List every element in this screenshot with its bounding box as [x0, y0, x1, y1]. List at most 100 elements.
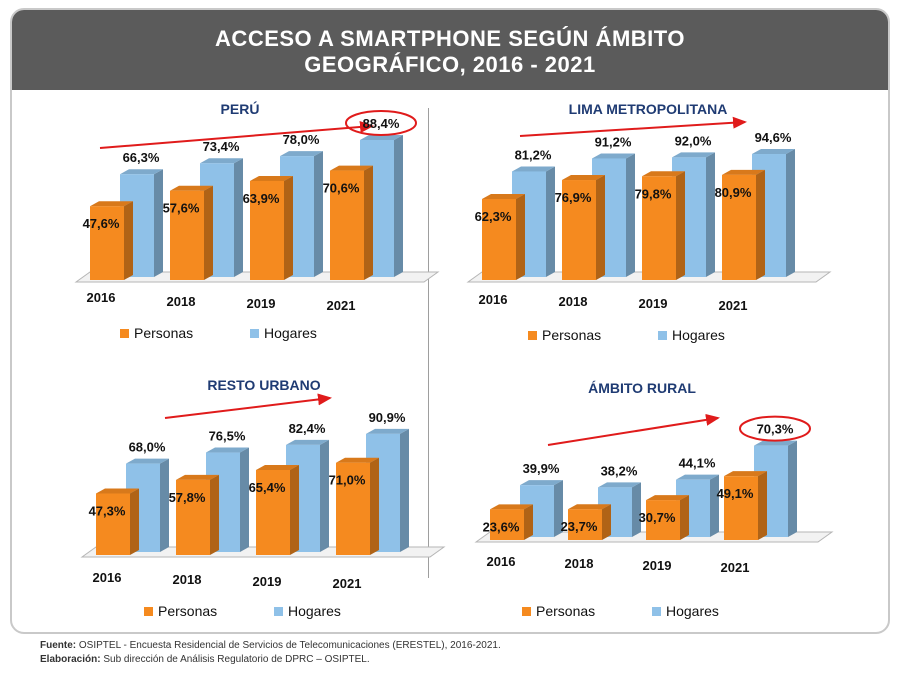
bar-personas-3-2 [646, 500, 680, 540]
label-hogares-0-0: 66,3% [123, 150, 160, 165]
bar-hogares-3-1-top [598, 482, 641, 488]
category-label-2-3: 2021 [333, 576, 362, 591]
category-label-2-2: 2019 [253, 574, 282, 589]
legend-swatch-hogares-2 [274, 607, 283, 616]
chart-title-2: RESTO URBANO [207, 377, 320, 393]
footer-source-label: Fuente: [40, 640, 77, 651]
legend-swatch-personas-2 [144, 607, 153, 616]
bar-personas-2-1-group [176, 474, 219, 555]
bar-hogares-0-2-top [280, 151, 323, 157]
bar-personas-1-1 [562, 180, 596, 280]
label-hogares-1-1: 91,2% [595, 134, 632, 149]
bar-hogares-2-0-top [126, 458, 169, 464]
category-label-1-2: 2019 [639, 296, 668, 311]
highlight-ellipse-3 [739, 415, 811, 442]
label-personas-0-3: 70,6% [323, 181, 360, 196]
bar-personas-1-0-side [516, 194, 525, 280]
category-label-1-3: 2021 [719, 298, 748, 313]
bar-hogares-0-0-side [154, 169, 163, 277]
category-label-3-3: 2021 [721, 560, 750, 575]
bar-personas-1-2-group [642, 171, 685, 280]
label-personas-2-1: 57,8% [169, 490, 206, 505]
label-personas-1-3: 80,9% [715, 185, 752, 200]
category-label-3-2: 2019 [643, 558, 672, 573]
bar-personas-2-2-side [290, 464, 299, 555]
bar-hogares-0-3-side [394, 134, 403, 277]
bar-personas-0-2-top [250, 175, 293, 181]
footer-elab-text: Sub dirección de Análisis Regulatorio de… [100, 654, 370, 665]
label-hogares-1-3: 94,6% [755, 130, 792, 145]
bar-personas-1-3 [722, 174, 756, 280]
label-hogares-3-3: 70,3% [757, 422, 794, 437]
bar-personas-3-3 [724, 476, 758, 540]
category-label-0-0: 2016 [87, 290, 116, 305]
bar-hogares-2-2-side [320, 439, 329, 552]
bar-personas-2-0-top [96, 488, 139, 494]
category-label-0-2: 2019 [247, 296, 276, 311]
bar-personas-1-3-group [722, 169, 765, 280]
bar-hogares-1-3-top [752, 149, 795, 155]
bar-personas-3-3-side [758, 471, 767, 540]
label-hogares-2-2: 82,4% [289, 421, 326, 436]
label-personas-2-2: 65,4% [249, 480, 286, 495]
label-personas-0-0: 47,6% [83, 216, 120, 231]
label-personas-3-2: 30,7% [639, 510, 676, 525]
bar-personas-0-1-top [170, 185, 213, 191]
bar-personas-2-3 [336, 462, 370, 555]
bar-personas-1-3-side [756, 169, 765, 280]
bar-personas-2-2 [256, 469, 290, 555]
label-personas-3-3: 49,1% [717, 486, 754, 501]
bar-hogares-2-3-top [366, 428, 409, 434]
legend-swatch-personas-1 [528, 331, 537, 340]
bar-personas-2-3-side [370, 457, 379, 555]
trend-arrow-0 [99, 120, 374, 149]
category-label-0-3: 2021 [327, 298, 356, 313]
trend-arrow-3 [547, 413, 720, 446]
category-label-1-0: 2016 [479, 292, 508, 307]
category-label-0-1: 2018 [167, 294, 196, 309]
footer-source: Fuente: OSIPTEL - Encuesta Residencial d… [40, 640, 501, 651]
label-hogares-0-2: 78,0% [283, 132, 320, 147]
label-personas-1-1: 76,9% [555, 190, 592, 205]
bar-personas-1-2-top [642, 171, 685, 177]
bar-hogares-3-3-top [754, 440, 797, 446]
legend-label-hogares-1: Hogares [672, 327, 725, 343]
category-label-2-0: 2016 [93, 570, 122, 585]
bar-personas-1-1-top [562, 175, 605, 181]
label-hogares-3-2: 44,1% [679, 456, 716, 471]
bar-personas-1-1-group [562, 175, 605, 280]
label-personas-3-0: 23,6% [483, 519, 520, 534]
bar-personas-2-0-side [130, 488, 139, 555]
bar-personas-2-3-top [336, 457, 379, 463]
category-label-3-0: 2016 [487, 554, 516, 569]
bar-hogares-1-3-side [786, 149, 795, 277]
chart-title-1: LIMA METROPOLITANA [569, 101, 728, 117]
legend-label-hogares-0: Hogares [264, 325, 317, 341]
label-hogares-1-2: 92,0% [675, 133, 712, 148]
legend-label-personas-0: Personas [134, 325, 193, 341]
bar-personas-1-2 [642, 176, 676, 280]
label-hogares-2-3: 90,9% [369, 410, 406, 425]
label-hogares-2-0: 68,0% [129, 440, 166, 455]
label-hogares-2-1: 76,5% [209, 429, 246, 444]
label-personas-0-1: 57,6% [163, 201, 200, 216]
bar-personas-2-0-group [96, 488, 139, 555]
bar-personas-0-2-side [284, 175, 293, 280]
bar-hogares-2-1-top [206, 447, 249, 453]
bar-hogares-0-1-side [234, 158, 243, 277]
bar-hogares-3-2-group [676, 474, 719, 537]
bar-hogares-0-1-top [200, 158, 243, 164]
bar-personas-0-0-group [90, 201, 133, 280]
bar-hogares-3-0-side [554, 480, 563, 537]
bar-hogares-3-2-side [710, 474, 719, 537]
bar-personas-2-1-top [176, 474, 219, 480]
trend-arrow-1 [519, 116, 747, 137]
highlight-ellipse-0 [345, 109, 417, 136]
bar-hogares-3-0-top [520, 480, 563, 486]
bar-personas-1-3-top [722, 169, 765, 175]
bar-personas-2-1-side [210, 474, 219, 555]
trend-arrow-2 [164, 393, 332, 419]
bar-personas-3-0-top [490, 504, 533, 510]
bar-personas-3-3-top [724, 471, 767, 477]
